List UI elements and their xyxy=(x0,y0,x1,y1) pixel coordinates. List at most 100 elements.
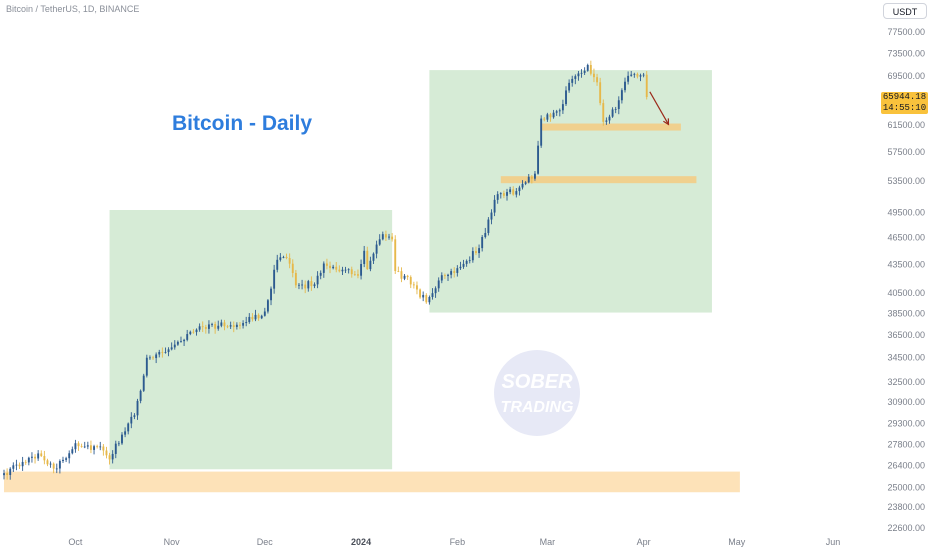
time-axis[interactable]: Oct Nov Dec 2024 Feb Mar Apr May Jun xyxy=(68,537,840,547)
candle-body xyxy=(506,192,508,196)
candle xyxy=(316,271,319,289)
candle-body xyxy=(105,450,108,456)
candle-body xyxy=(350,269,353,275)
candle-body xyxy=(164,352,167,353)
candle-body xyxy=(422,294,425,298)
candle xyxy=(288,253,291,269)
candle xyxy=(459,261,462,270)
candle-body xyxy=(391,236,394,240)
candle-body xyxy=(583,70,586,73)
candle xyxy=(412,281,415,289)
candle-body xyxy=(114,443,117,454)
y-tick-label: 22600.00 xyxy=(887,523,925,533)
candle xyxy=(397,266,400,273)
price-axis[interactable]: 77500.0073500.0069500.0065500.0061500.00… xyxy=(887,27,925,533)
y-tick-label: 73500.00 xyxy=(887,48,925,58)
candle xyxy=(111,450,114,464)
candle xyxy=(273,264,276,294)
candle-body xyxy=(167,349,170,353)
candle xyxy=(24,459,27,465)
candle xyxy=(201,321,204,333)
candle xyxy=(534,171,536,181)
candle xyxy=(437,277,440,292)
candle-countdown: 14:55:10 xyxy=(882,103,927,113)
candle xyxy=(425,293,428,304)
candle-body xyxy=(43,455,46,461)
candle xyxy=(214,321,217,334)
candle xyxy=(633,72,636,78)
candle xyxy=(254,309,257,322)
x-tick-label: Mar xyxy=(540,537,556,547)
candle xyxy=(9,467,12,480)
candle xyxy=(211,322,213,327)
candle-body xyxy=(6,473,9,475)
candle-body xyxy=(316,275,319,285)
candle-body xyxy=(360,263,363,276)
candle-body xyxy=(496,194,499,200)
candle-body xyxy=(468,260,471,262)
candle-body xyxy=(434,288,437,294)
candle-body xyxy=(363,250,366,264)
candle-body xyxy=(440,275,443,281)
candle-body xyxy=(189,331,192,335)
candle xyxy=(416,281,418,295)
candle-body xyxy=(490,212,493,220)
x-tick-label: Feb xyxy=(450,537,466,547)
candle xyxy=(313,282,316,289)
candle xyxy=(400,267,403,283)
candle xyxy=(71,446,74,455)
candle xyxy=(77,441,80,451)
chart-heading: Bitcoin - Daily xyxy=(172,112,313,135)
candle xyxy=(443,273,446,280)
candle-body xyxy=(270,288,272,301)
candle-body xyxy=(108,455,111,460)
candle xyxy=(232,321,235,333)
candle-body xyxy=(627,75,630,82)
y-tick-label: 29300.00 xyxy=(887,418,925,428)
x-tick-label: Dec xyxy=(257,537,274,547)
candle-body xyxy=(276,259,279,270)
candle xyxy=(102,444,105,456)
candle-body xyxy=(186,334,189,340)
candle xyxy=(630,70,633,77)
candle-body xyxy=(83,446,86,448)
candle-body xyxy=(388,236,390,238)
candle xyxy=(242,320,245,329)
candle xyxy=(515,188,518,198)
candle-body xyxy=(555,111,558,113)
candle xyxy=(263,307,266,317)
candle-body xyxy=(68,453,71,459)
candle xyxy=(319,270,322,280)
candle-body xyxy=(428,297,431,303)
candle xyxy=(608,114,611,124)
candle xyxy=(260,314,263,320)
candle xyxy=(344,266,347,273)
candle-body xyxy=(580,72,583,74)
candle-body xyxy=(204,327,207,329)
candle xyxy=(294,269,297,288)
candle-body xyxy=(102,446,105,451)
candle xyxy=(611,107,614,118)
candle xyxy=(108,452,111,465)
candle xyxy=(257,313,260,321)
candle-body xyxy=(242,323,245,326)
candle xyxy=(186,329,189,342)
candle xyxy=(332,264,335,270)
candle-body xyxy=(298,284,300,286)
candle xyxy=(468,256,471,264)
candle xyxy=(602,99,605,126)
candle xyxy=(453,267,456,278)
candle-body xyxy=(152,357,154,359)
candle xyxy=(558,108,561,117)
candle-body xyxy=(378,239,381,245)
candle xyxy=(282,255,285,259)
candle xyxy=(360,259,363,280)
candle xyxy=(487,217,490,236)
candle-body xyxy=(124,431,127,435)
candle xyxy=(518,185,521,196)
candle xyxy=(614,106,617,114)
candle-body xyxy=(266,300,269,312)
currency-button[interactable]: USDT xyxy=(883,3,927,19)
